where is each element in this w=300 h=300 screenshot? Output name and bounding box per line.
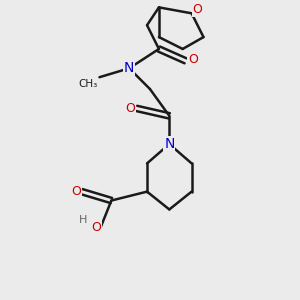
Text: O: O [92,221,101,234]
Text: O: O [126,102,136,115]
Text: H: H [79,215,87,225]
Text: N: N [164,137,175,151]
Text: O: O [193,3,202,16]
Text: O: O [71,185,81,198]
Text: CH₃: CH₃ [79,79,98,89]
Text: O: O [188,53,198,66]
Text: N: N [124,61,134,75]
